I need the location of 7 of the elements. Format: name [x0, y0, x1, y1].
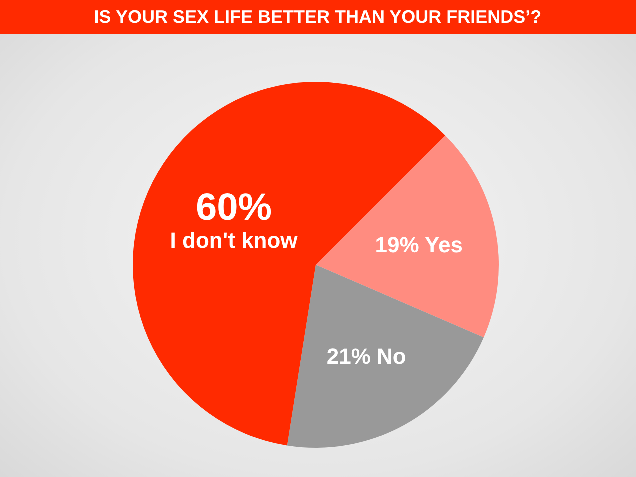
slice-label: 21% No	[326, 344, 406, 370]
pie-slice	[316, 136, 499, 338]
slice-label: I don't know	[170, 228, 299, 254]
data-label: 60%	[196, 187, 272, 230]
pie-slice	[287, 265, 484, 448]
slice-label: 19% Yes	[375, 232, 463, 258]
chart-title: IS YOUR SEX LIFE BETTER THAN YOUR FRIENDS’?	[0, 0, 636, 34]
